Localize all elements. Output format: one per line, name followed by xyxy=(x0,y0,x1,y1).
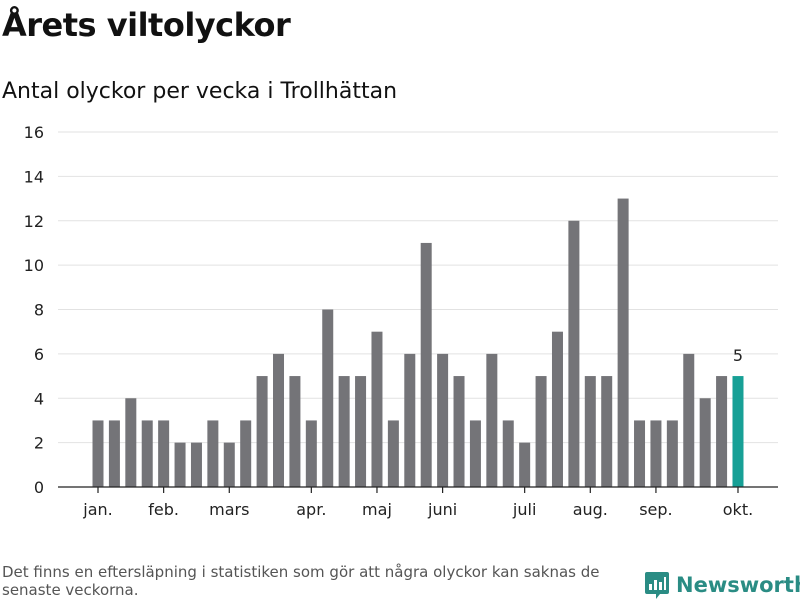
bar xyxy=(125,398,137,487)
bar xyxy=(502,420,514,487)
bar xyxy=(716,376,728,487)
bar xyxy=(617,198,629,487)
bar xyxy=(453,376,465,487)
y-tick-label: 2 xyxy=(34,434,44,453)
y-tick-label: 8 xyxy=(34,301,44,320)
x-tick-label: feb. xyxy=(148,500,179,519)
bar xyxy=(108,420,120,487)
chart-subtitle: Antal olyckor per vecka i Trollhättan xyxy=(2,79,398,104)
bar xyxy=(551,331,563,487)
bar xyxy=(273,353,285,487)
bar xyxy=(92,420,104,487)
x-tick-label: juni xyxy=(427,500,457,519)
bar xyxy=(240,420,252,487)
bar xyxy=(420,242,432,487)
y-tick-label: 10 xyxy=(24,256,44,275)
bar xyxy=(650,420,662,487)
bar xyxy=(469,420,481,487)
bar xyxy=(519,442,531,487)
bar xyxy=(322,309,334,487)
brand-name: Newsworthy xyxy=(676,573,800,597)
y-tick-label: 0 xyxy=(34,478,44,497)
bar-chart: 0 2 4 6 8 10 12 14 16 jan. feb. mars apr. maj juni jul… xyxy=(24,123,778,519)
grid-lines xyxy=(58,131,778,444)
x-tick-label: maj xyxy=(362,500,392,519)
bar xyxy=(666,420,678,487)
brand-logo[interactable]: Newsworthy xyxy=(644,570,800,600)
y-tick-label: 14 xyxy=(24,167,44,186)
bar xyxy=(486,353,498,487)
x-tick-label: mars xyxy=(209,500,249,519)
x-tick-label: sep. xyxy=(639,500,672,519)
bar xyxy=(256,376,268,487)
bar xyxy=(355,376,367,487)
x-tick-label: jan. xyxy=(82,500,112,519)
y-axis-ticks: 0 2 4 6 8 10 12 14 16 xyxy=(24,123,44,497)
bar xyxy=(305,420,317,487)
highlight-value-label: 5 xyxy=(733,346,743,365)
bar xyxy=(601,376,613,487)
bar xyxy=(584,376,596,487)
y-tick-label: 16 xyxy=(24,123,44,142)
bar xyxy=(158,420,170,487)
bar xyxy=(141,420,153,487)
bar-highlight xyxy=(732,376,744,487)
bar xyxy=(338,376,350,487)
bar xyxy=(190,442,202,487)
x-tick-label: aug. xyxy=(573,500,608,519)
y-tick-label: 4 xyxy=(34,389,44,408)
bar xyxy=(699,398,711,487)
newsworthy-logo-icon xyxy=(645,572,669,599)
x-tick-label: juli xyxy=(512,500,536,519)
y-tick-label: 6 xyxy=(34,345,44,364)
bars xyxy=(92,198,744,487)
chart-title: Årets viltolyckor xyxy=(2,6,291,44)
bar xyxy=(371,331,383,487)
footnote: Det finns en eftersläpning i statistiken… xyxy=(2,563,600,599)
bar xyxy=(207,420,219,487)
bar xyxy=(223,442,235,487)
bar xyxy=(387,420,399,487)
x-tick-label: apr. xyxy=(296,500,326,519)
x-axis-ticks: jan. feb. mars apr. maj juni juli aug. sep. okt. xyxy=(82,487,753,519)
y-tick-label: 12 xyxy=(24,212,44,231)
bar xyxy=(289,376,301,487)
bar xyxy=(634,420,646,487)
bar xyxy=(437,353,449,487)
bar xyxy=(568,220,580,487)
bar xyxy=(535,376,547,487)
x-tick-label: okt. xyxy=(723,500,753,519)
bar xyxy=(404,353,416,487)
bar xyxy=(683,353,695,487)
bar xyxy=(174,442,186,487)
